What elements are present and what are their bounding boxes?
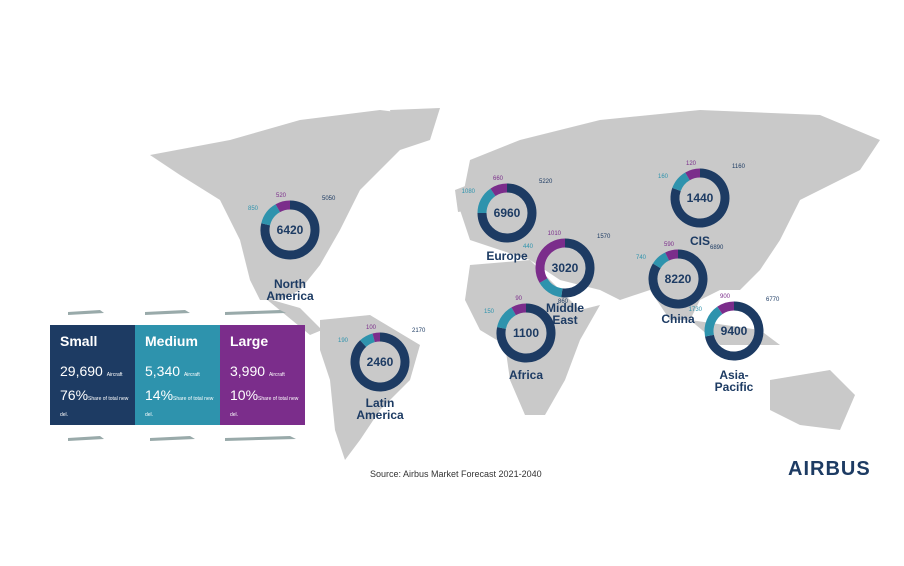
donut-segment [496,303,556,363]
share: 76% [60,387,89,403]
medium-label: 440 [523,244,534,250]
small-label: 1570 [597,234,611,240]
medium-label: 850 [248,206,259,212]
region-name: North America [266,277,314,303]
donut-segment [535,238,566,283]
donut-segment [261,204,281,226]
legend-table: Small 29,690 Aircraft 76%Share of total ne… [50,325,305,425]
region-name: Africa [508,368,543,382]
legend-column: Small 29,690 Aircraft 76%Share of total ne… [50,325,135,425]
donut-segment [490,183,508,197]
aircraft-row: 3,990 Aircraft [230,363,305,379]
medium-label: 1080 [462,189,476,195]
large-label: 120 [686,161,697,167]
aircraft-count: 5,340 [145,363,181,379]
aircraft-unit: Aircraft [268,372,285,378]
donut-segment [685,168,701,181]
region-name: CIS [689,234,710,248]
region-name: Asia-Pacific [714,368,754,394]
logo: AIRBUS [788,458,871,480]
legend-column: Large 3,990 Aircraft 10%Share of total new… [220,325,305,425]
small-label: 1160 [732,164,746,170]
region-name: Europe [486,249,528,263]
donut-total: 2460 [367,355,394,369]
donut-segment [717,301,735,315]
share-row: 76%Share of total new del. [60,387,135,419]
large-label: 90 [515,296,522,302]
donut-segment [648,249,708,309]
plane-icons [68,310,296,441]
large-label: 660 [493,176,504,182]
share-unit: Share of total new del. [145,396,214,418]
donut-segment [497,307,517,330]
legend-label: Large [230,333,269,349]
small-label: 6770 [766,297,780,303]
region-name: China [661,312,695,326]
small-label: 6890 [710,245,724,251]
donut-segment [539,278,563,298]
small-label: 5050 [322,196,336,202]
share-row: 10%Share of total new del. [230,387,305,419]
donut-segment [672,172,691,192]
large-label: 900 [720,294,731,300]
region-name: Middle East [546,301,584,327]
donut-segment [360,333,376,348]
donut-total: 9400 [721,324,748,338]
donut-total: 1100 [513,326,539,340]
medium-label: 740 [636,255,647,261]
large-label: 100 [366,325,377,331]
donut-segment [705,301,764,361]
legend-label: Medium [145,333,198,349]
share-unit: Share of total new del. [230,396,299,418]
small-label: 860 [558,299,569,305]
share-unit: Share of total new del. [60,396,129,418]
medium-label: 160 [658,174,669,180]
medium-label: 1730 [689,307,703,313]
donut-segment [350,332,410,392]
donut-segment [652,252,670,269]
donut-segment [372,332,381,343]
donut-segment [477,183,537,243]
aircraft-row: 29,690 Aircraft [60,363,135,379]
share: 14% [145,387,174,403]
donut-segment [275,200,291,213]
legend-label: Small [60,333,98,349]
large-label: 1010 [548,231,562,237]
large-label: 520 [276,193,287,199]
donut-total: 6420 [277,223,304,237]
region-name: Latin America [356,396,404,422]
aircraft-count: 29,690 [60,363,103,379]
donut-segment [704,306,723,337]
donut-segment [260,200,320,260]
aircraft-row: 5,340 Aircraft [145,363,220,379]
donut-total: 6960 [494,206,521,220]
donut-segment [477,188,496,214]
legend-column: Medium 5,340 Aircraft 14%Share of total ne… [135,325,220,425]
donut-total: 8220 [665,272,692,286]
aircraft-unit: Aircraft [106,372,123,378]
small-label: 2170 [412,328,426,334]
donut-total: 3020 [552,261,579,275]
donut-segment [670,168,730,228]
aircraft-count: 3,990 [230,363,266,379]
share: 10% [230,387,259,403]
donut-segment [561,238,595,298]
donut-total: 1440 [687,191,714,205]
small-label: 5220 [539,179,553,185]
aircraft-unit: Aircraft [183,372,200,378]
share-row: 14%Share of total new del. [145,387,220,419]
donut-segment [665,249,679,261]
medium-label: 150 [484,309,495,315]
large-label: 590 [664,242,675,248]
medium-label: 190 [338,338,349,344]
donut-segment [511,303,527,316]
source: Source: Airbus Market Forecast 2021-2040 [370,469,542,479]
